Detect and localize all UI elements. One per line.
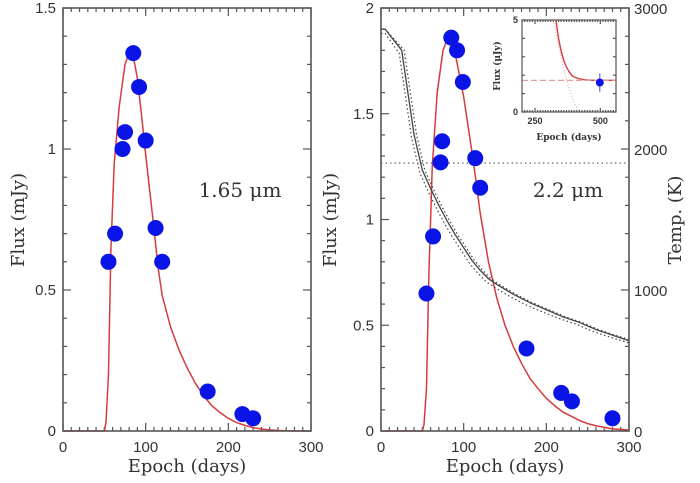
data-point <box>434 133 451 150</box>
x-tick-label: 300 <box>616 439 641 456</box>
data-point <box>107 225 124 242</box>
temperature-curve <box>381 28 630 342</box>
y-tick-label: 0.5 <box>35 282 56 299</box>
data-point <box>418 285 435 302</box>
inset-xlabel: Epoch (days) <box>536 132 601 143</box>
data-point <box>432 154 449 171</box>
inset-plot: Flux (μJy) Epoch (days) 250 500 0 5 <box>492 15 617 143</box>
data-point <box>154 253 171 270</box>
right-lines <box>381 28 630 432</box>
right-xlabel: Epoch (days) <box>446 456 565 477</box>
x-tick-label: 100 <box>451 439 476 456</box>
right-ylabel: Flux (mJy) <box>320 173 341 267</box>
left-ticks: 0 100 200 300 0 0.5 1 1.5 <box>35 0 323 456</box>
data-point <box>131 78 148 95</box>
x-tick-label: 0 <box>377 439 385 456</box>
y-tick-label: 0 <box>366 423 374 440</box>
y2-tick-label: 0 <box>634 424 642 441</box>
data-point <box>604 410 621 427</box>
inset-model-curve <box>555 19 616 82</box>
data-point <box>449 42 466 59</box>
inset-frame <box>521 19 617 113</box>
inset-dust-only-line <box>552 19 580 113</box>
data-point <box>472 179 489 196</box>
right-y2label: Temp. (K) <box>665 176 686 265</box>
model-curve <box>381 38 630 432</box>
left-model <box>63 51 311 432</box>
data-point <box>147 219 164 236</box>
inset-points <box>595 73 604 92</box>
inset-lines <box>522 19 616 113</box>
right-annotation: 2.2 μm <box>533 178 603 202</box>
y2-tick-label: 3000 <box>634 1 667 18</box>
y2-tick-label: 2000 <box>634 142 667 159</box>
left-panel: Flux (mJy) Epoch (days) 1.65 μm 0 100 200 3… <box>8 0 324 477</box>
model-curve <box>63 51 311 432</box>
data-point <box>563 393 580 410</box>
right-plot-frame <box>380 7 630 432</box>
data-point <box>467 150 484 167</box>
inset-y-tick-label: 0 <box>513 107 518 117</box>
data-point <box>199 383 216 400</box>
data-point <box>114 141 131 157</box>
x-tick-label: 100 <box>133 439 158 456</box>
y-tick-label: 1 <box>48 141 56 158</box>
x-tick-label: 200 <box>216 439 241 456</box>
y-tick-label: 0 <box>48 423 56 440</box>
x-tick-label: 0 <box>59 439 67 456</box>
x-tick-label: 200 <box>534 439 559 456</box>
temperature-bound <box>381 28 630 340</box>
data-point <box>117 124 133 141</box>
inset-x-tick-label: 500 <box>593 116 608 126</box>
y-tick-label: 2 <box>366 0 374 17</box>
data-point <box>518 340 535 357</box>
data-point <box>425 228 442 245</box>
left-points <box>100 45 262 427</box>
right-panel: Flux (mJy) Temp. (K) Epoch (days) 2.2 μm… <box>320 0 686 477</box>
left-plot-frame <box>62 7 312 432</box>
left-ylabel: Flux (mJy) <box>8 173 29 267</box>
data-point <box>100 253 117 270</box>
data-point <box>553 384 570 401</box>
data-point <box>454 74 471 91</box>
y-tick-label: 1 <box>366 212 374 229</box>
inset-data-point <box>595 78 604 87</box>
left-annotation: 1.65 μm <box>199 178 282 202</box>
inset-x-tick-label: 250 <box>528 116 543 126</box>
data-point <box>245 410 262 427</box>
y-tick-label: 1.5 <box>353 106 374 123</box>
y-tick-label: 0.5 <box>353 317 374 334</box>
inset-y-tick-label: 5 <box>513 15 518 25</box>
inset-ylabel: Flux (μJy) <box>492 41 503 90</box>
left-xlabel: Epoch (days) <box>128 456 247 477</box>
inset-background <box>522 20 616 112</box>
data-point <box>125 45 142 62</box>
data-point <box>443 29 460 46</box>
y2-tick-label: 1000 <box>634 283 667 300</box>
data-point <box>137 132 154 149</box>
x-tick-label: 300 <box>298 439 323 456</box>
y-tick-label: 1.5 <box>35 0 56 17</box>
right-points <box>418 29 621 427</box>
